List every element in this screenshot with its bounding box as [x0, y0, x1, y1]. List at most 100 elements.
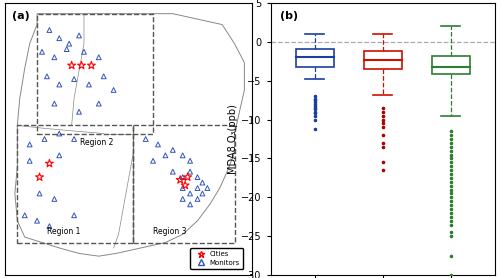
Point: [379, 117, 387, 122]
Point: [447, 203, 455, 207]
Point: [311, 102, 319, 106]
Point: [447, 164, 455, 168]
Point: [78, 63, 86, 68]
Point: [56, 131, 64, 136]
Point: [56, 36, 64, 40]
Point: [447, 180, 455, 184]
Point: [154, 142, 162, 147]
Point: [43, 74, 51, 79]
Point: [80, 49, 88, 54]
Point: [46, 28, 54, 32]
Point: [198, 191, 206, 196]
Point: [110, 88, 118, 92]
Point: [379, 168, 387, 172]
Point: [447, 133, 455, 137]
Point: [311, 110, 319, 114]
Point: [379, 141, 387, 145]
Point: [447, 148, 455, 153]
Point: [68, 63, 76, 68]
Point: [186, 191, 194, 196]
Point: [186, 158, 194, 163]
Point: [33, 219, 41, 223]
Point: [194, 175, 202, 179]
Legend: Cities, Monitors: Cities, Monitors: [190, 248, 244, 269]
Point: [447, 222, 455, 227]
Point: [75, 110, 83, 114]
Point: [447, 273, 455, 277]
Point: [447, 141, 455, 145]
Point: [20, 213, 28, 217]
Point: [311, 100, 319, 105]
Point: [311, 107, 319, 112]
Text: Region 3: Region 3: [153, 227, 186, 236]
Point: [447, 137, 455, 141]
Point: [142, 137, 150, 141]
Point: [40, 137, 48, 141]
Text: (a): (a): [12, 11, 30, 21]
Point: [447, 187, 455, 192]
Point: [50, 101, 58, 106]
Point: [50, 55, 58, 59]
Point: [46, 161, 54, 166]
Point: [149, 158, 157, 163]
Point: [194, 186, 202, 190]
Point: [379, 110, 387, 114]
Point: [181, 183, 189, 188]
Point: [100, 74, 108, 79]
Point: [311, 106, 319, 110]
Point: [178, 153, 186, 158]
Text: (b): (b): [280, 11, 297, 21]
Y-axis label: MDA8 O₃(ppb): MDA8 O₃(ppb): [228, 104, 238, 174]
Point: [447, 207, 455, 211]
Text: Region 2: Region 2: [80, 138, 113, 147]
Point: [447, 152, 455, 157]
Point: [95, 101, 103, 106]
Point: [447, 129, 455, 133]
Point: [379, 125, 387, 130]
Point: [186, 202, 194, 207]
Point: [46, 224, 54, 229]
Point: [447, 254, 455, 258]
Point: [447, 145, 455, 149]
Point: [178, 186, 186, 190]
Point: [379, 133, 387, 137]
Point: [186, 170, 194, 174]
Point: [184, 175, 192, 179]
Point: [447, 199, 455, 203]
Point: [26, 142, 34, 147]
Point: [75, 33, 83, 38]
Point: [379, 121, 387, 126]
Point: [38, 49, 46, 54]
Point: [311, 96, 319, 101]
Text: Region 1: Region 1: [47, 227, 80, 236]
Point: [65, 41, 73, 46]
Point: [169, 170, 177, 174]
Point: [447, 176, 455, 180]
Point: [447, 191, 455, 196]
Point: [162, 153, 170, 158]
Point: [447, 156, 455, 161]
Bar: [364, 51, 402, 69]
Point: [447, 168, 455, 172]
Point: [169, 148, 177, 152]
Point: [447, 230, 455, 235]
Point: [178, 175, 186, 179]
Point: [70, 213, 78, 217]
Point: [379, 106, 387, 110]
Point: [204, 186, 212, 190]
Point: [311, 127, 319, 131]
Point: [194, 197, 202, 201]
Point: [379, 160, 387, 165]
Point: [50, 197, 58, 201]
Point: [311, 117, 319, 122]
Point: [85, 82, 93, 87]
Point: [447, 211, 455, 215]
Point: [311, 113, 319, 118]
Point: [70, 77, 78, 81]
Bar: [296, 49, 334, 67]
Point: [56, 82, 64, 87]
Point: [447, 172, 455, 176]
Point: [311, 94, 319, 98]
Point: [36, 175, 44, 179]
Bar: [432, 56, 470, 75]
